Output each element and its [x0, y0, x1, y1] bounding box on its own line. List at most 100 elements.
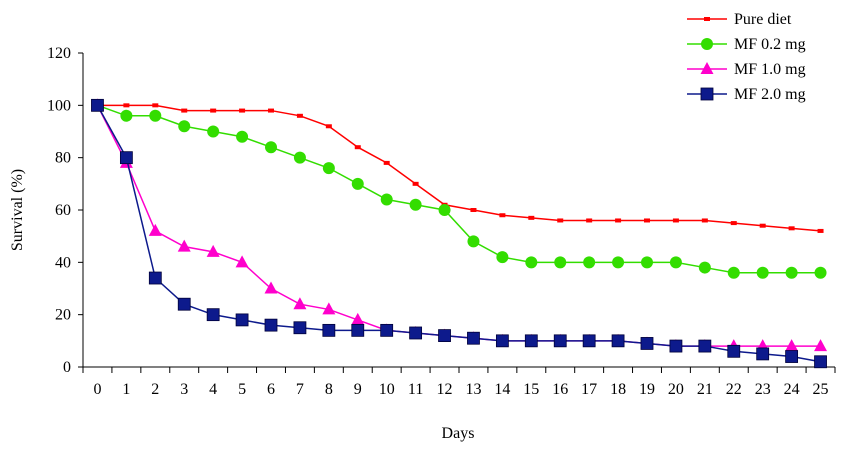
x-axis-label: Days [442, 425, 475, 442]
x-tick-label: 14 [494, 381, 510, 398]
data-point-mf-0-2-mg [612, 256, 625, 269]
legend-label: MF 1.0 mg [734, 61, 806, 78]
data-point-mf-0-2-mg [756, 266, 769, 279]
data-point-mf-1-0-mg [235, 255, 249, 268]
x-tick-label: 10 [379, 381, 395, 398]
data-point-mf-2-0-mg [264, 318, 278, 332]
data-point-pure-diet [470, 208, 477, 212]
data-point-mf-0-2-mg [178, 120, 191, 133]
y-axis-label: Survival (%) [9, 169, 26, 251]
chart-axes [82, 53, 835, 368]
legend-item-mf-0-2-mg: MF 0.2 mg [687, 36, 806, 53]
data-point-mf-1-0-mg [177, 239, 191, 252]
y-tick-label: 40 [55, 254, 71, 271]
x-tick-label: 21 [697, 381, 713, 398]
data-point-mf-2-0-mg [785, 350, 799, 363]
data-point-mf-1-0-mg [293, 297, 307, 310]
data-point-mf-2-0-mg [669, 339, 683, 353]
data-point-mf-2-0-mg [698, 339, 712, 353]
data-point-pure-diet [557, 218, 564, 223]
data-point-mf-0-2-mg [554, 256, 567, 269]
x-tick-label: 15 [523, 381, 539, 398]
legend-item-mf-2-0-mg: MF 2.0 mg [687, 86, 806, 103]
x-tick-label: 18 [610, 381, 626, 398]
x-tick-label: 13 [465, 381, 481, 398]
data-point-mf-0-2-mg [669, 256, 682, 269]
legend-marker [704, 17, 710, 21]
data-point-mf-2-0-mg [409, 326, 423, 340]
x-tick-label: 2 [151, 381, 159, 398]
data-point-pure-diet [181, 108, 188, 113]
data-point-mf-2-0-mg [582, 334, 596, 348]
data-point-mf-2-0-mg [524, 334, 538, 348]
x-tick-label: 25 [813, 381, 829, 398]
data-point-mf-0-2-mg [351, 177, 364, 190]
data-point-mf-1-0-mg [264, 281, 278, 294]
x-tick-label: 0 [93, 381, 101, 398]
data-point-mf-1-0-mg [206, 244, 220, 257]
data-point-mf-2-0-mg [756, 347, 770, 361]
data-point-pure-diet [239, 108, 246, 113]
y-tick-label: 60 [55, 202, 71, 219]
data-point-mf-2-0-mg [438, 329, 451, 343]
data-point-mf-2-0-mg [814, 355, 827, 369]
x-tick-label: 7 [296, 381, 304, 398]
data-point-pure-diet [152, 103, 159, 108]
series-mf-0-2-mg [91, 99, 827, 279]
data-point-mf-0-2-mg [293, 151, 306, 164]
data-point-mf-0-2-mg [814, 266, 827, 279]
data-point-mf-0-2-mg [727, 266, 740, 279]
series-line-mf-2-0-mg [96, 104, 821, 363]
data-point-mf-2-0-mg [322, 323, 336, 337]
legend-marker [700, 87, 714, 101]
data-point-mf-0-2-mg [583, 256, 596, 269]
data-point-pure-diet [383, 160, 390, 165]
data-point-pure-diet [644, 218, 650, 223]
data-point-mf-2-0-mg [727, 344, 741, 358]
data-point-mf-2-0-mg [553, 334, 567, 348]
data-point-mf-2-0-mg [206, 308, 220, 322]
data-point-mf-0-2-mg [525, 256, 538, 269]
x-tick-label: 20 [668, 381, 684, 398]
x-tick-label: 11 [408, 381, 423, 398]
data-point-mf-0-2-mg [236, 130, 249, 143]
data-point-mf-2-0-mg [611, 334, 625, 348]
series-layer [90, 98, 828, 369]
data-point-pure-diet [730, 221, 737, 226]
x-tick-label: 23 [755, 381, 771, 398]
x-tick-label: 9 [354, 381, 362, 398]
x-tick-label: 6 [267, 381, 275, 398]
data-point-mf-0-2-mg [265, 141, 277, 154]
legend-label: MF 2.0 mg [734, 86, 806, 103]
legend-label: Pure diet [734, 11, 792, 28]
data-point-mf-2-0-mg [235, 313, 249, 327]
data-point-mf-0-2-mg [496, 251, 509, 264]
legend-marker [701, 38, 713, 50]
data-point-mf-1-0-mg [785, 339, 799, 352]
data-point-mf-2-0-mg [91, 98, 104, 112]
data-point-mf-2-0-mg [467, 331, 480, 345]
legend-item-pure-diet: Pure diet [687, 11, 792, 28]
data-point-mf-0-2-mg [207, 125, 220, 138]
data-point-mf-2-0-mg [380, 323, 394, 337]
data-point-mf-1-0-mg [322, 302, 336, 315]
data-point-pure-diet [268, 108, 274, 113]
x-tick-label: 16 [552, 381, 568, 398]
series-line-pure-diet [97, 104, 821, 232]
x-tick-label: 19 [639, 381, 655, 398]
data-point-pure-diet [296, 113, 303, 118]
data-point-pure-diet [325, 124, 332, 129]
legend-label: MF 0.2 mg [734, 36, 806, 53]
data-point-pure-diet [528, 215, 535, 220]
data-point-mf-0-2-mg [785, 266, 798, 279]
x-tick-label: 4 [209, 381, 217, 398]
data-point-mf-2-0-mg [293, 321, 307, 335]
x-axis-ticks: 0 1 2 3 4 5 6 7 8 9 10 11 12 13 14 15 16 17 18 19 20 21 22 23 24… [82, 367, 836, 398]
series-pure-diet [94, 103, 824, 233]
data-point-mf-1-0-mg [148, 223, 162, 236]
data-point-pure-diet [817, 228, 824, 233]
x-tick-label: 5 [238, 381, 246, 398]
y-axis-ticks: 0 20 40 60 80 100 120 [47, 45, 83, 376]
data-point-mf-0-2-mg [120, 109, 133, 122]
data-point-mf-2-0-mg [351, 323, 365, 337]
